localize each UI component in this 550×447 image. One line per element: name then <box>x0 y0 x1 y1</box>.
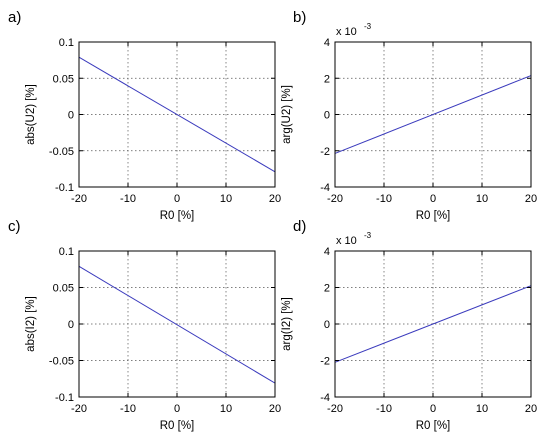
y-tick-label: 0 <box>324 110 330 122</box>
y-tick-label: -4 <box>320 182 330 194</box>
x-tick-label: 0 <box>430 403 436 415</box>
x-tick-label: -10 <box>120 193 136 205</box>
x-tick-label: 20 <box>269 193 281 205</box>
panel-label: a) <box>8 9 21 26</box>
y-tick-label: -0.05 <box>49 146 74 158</box>
y-axis-label: arg(I2) [%] <box>281 297 293 351</box>
x-tick-label: 0 <box>174 193 180 205</box>
y-axis-label: abs(U2) [%] <box>25 84 37 145</box>
y-tick-label: -4 <box>320 392 330 404</box>
series-line <box>78 56 276 173</box>
x-tick-label: 20 <box>525 403 537 415</box>
x-tick-label: -20 <box>71 403 87 415</box>
y-tick-label: 0 <box>324 319 330 331</box>
chart-panel-3: c) -20 -10 0 10 20 -0.1 -0.05 0 0.05 0.1 R0 [%] abs(… <box>8 218 281 432</box>
axis-multiplier-exponent: -3 <box>364 22 372 31</box>
y-tick-label: -0.1 <box>55 182 74 194</box>
x-tick-label: 10 <box>220 403 232 415</box>
y-tick-label: 2 <box>324 283 330 295</box>
y-tick-label: -0.05 <box>49 356 74 368</box>
x-tick-label: -20 <box>327 193 343 205</box>
x-tick-label: -20 <box>327 403 343 415</box>
x-tick-label: 20 <box>269 403 281 415</box>
y-tick-label: 0 <box>68 110 74 122</box>
series-line <box>334 285 532 363</box>
y-tick-label: 0.05 <box>53 73 74 85</box>
x-tick-label: 10 <box>476 193 488 205</box>
panel-label: c) <box>8 218 21 235</box>
x-tick-label: -20 <box>71 193 87 205</box>
y-tick-label: 4 <box>324 37 330 49</box>
series-line <box>334 75 532 154</box>
axis-multiplier-exponent: -3 <box>364 231 372 240</box>
y-tick-label: 0 <box>68 319 74 331</box>
x-tick-label: -10 <box>376 193 392 205</box>
x-axis-label: R0 [%] <box>416 210 451 222</box>
y-tick-label: 0.1 <box>59 37 74 49</box>
x-tick-label: 20 <box>525 193 537 205</box>
series-line <box>78 265 276 384</box>
y-tick-label: -2 <box>320 146 330 158</box>
y-tick-label: 2 <box>324 73 330 85</box>
x-tick-label: 10 <box>476 403 488 415</box>
y-tick-label: -0.1 <box>55 392 74 404</box>
x-tick-label: 0 <box>430 193 436 205</box>
chart-panel-1: a) -20 -10 0 10 20 -0.1 -0.05 0 0.05 0.1 R0 [%] abs(… <box>8 9 281 222</box>
panel-label: d) <box>293 218 306 235</box>
y-axis-label: arg(U2) [%] <box>281 85 293 144</box>
y-tick-label: -2 <box>320 356 330 368</box>
x-tick-label: -10 <box>120 403 136 415</box>
y-tick-label: 0.1 <box>59 246 74 258</box>
x-tick-label: 0 <box>174 403 180 415</box>
x-tick-label: -10 <box>376 403 392 415</box>
x-axis-label: R0 [%] <box>416 420 451 432</box>
panel-label: b) <box>293 9 306 26</box>
x-axis-label: R0 [%] <box>160 210 195 222</box>
y-axis-label: abs(I2) [%] <box>25 296 37 352</box>
axis-multiplier: x 10 <box>336 26 357 38</box>
x-tick-label: 10 <box>220 193 232 205</box>
x-axis-label: R0 [%] <box>160 420 195 432</box>
axis-multiplier: x 10 <box>336 235 357 247</box>
y-tick-label: 0.05 <box>53 283 74 295</box>
y-tick-label: 4 <box>324 246 330 258</box>
